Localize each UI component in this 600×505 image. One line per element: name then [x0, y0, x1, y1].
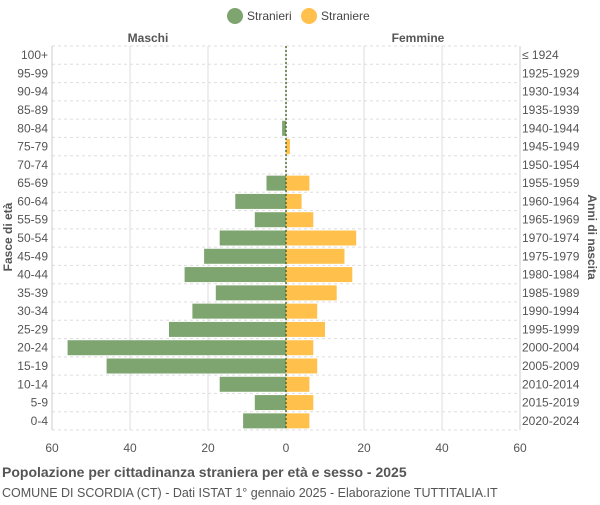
legend-label-stranieri: Stranieri — [247, 9, 292, 23]
birth-year-label: 1930-1934 — [522, 85, 580, 99]
birth-year-label: 1965-1969 — [522, 213, 580, 227]
bar-male — [106, 358, 286, 374]
bar-male — [192, 303, 286, 319]
chart-subtitle: COMUNE DI SCORDIA (CT) - Dati ISTAT 1° g… — [2, 486, 498, 500]
age-label: 10-14 — [17, 377, 48, 391]
birth-year-label: 1950-1954 — [522, 158, 580, 172]
bar-male — [254, 212, 286, 228]
legend-marker-stranieri — [227, 8, 243, 24]
birth-year-label: 1990-1994 — [522, 304, 580, 318]
bar-male — [184, 267, 286, 283]
birth-year-label: ≤ 1924 — [522, 48, 559, 62]
bar-male — [219, 376, 286, 392]
birth-year-label: 1940-1944 — [522, 121, 580, 135]
bar-male — [204, 248, 286, 264]
bar-male — [215, 285, 286, 301]
birth-year-label: 1985-1989 — [522, 286, 580, 300]
bar-female — [286, 395, 314, 411]
bar-female — [286, 193, 302, 209]
age-label: 35-39 — [17, 286, 48, 300]
bar-male — [67, 340, 286, 356]
bar-female — [286, 175, 310, 191]
bar-male — [282, 120, 286, 136]
bar-female — [286, 212, 314, 228]
age-label: 95-99 — [17, 66, 48, 80]
x-tick-label: 40 — [435, 441, 449, 455]
age-label: 85-89 — [17, 103, 48, 117]
age-label: 60-64 — [17, 194, 48, 208]
age-label: 55-59 — [17, 213, 48, 227]
age-label: 70-74 — [17, 158, 48, 172]
bar-male — [219, 230, 286, 246]
bar-male — [266, 175, 286, 191]
chart-title: Popolazione per cittadinanza straniera p… — [2, 464, 407, 480]
age-label: 50-54 — [17, 231, 48, 245]
birth-year-label: 1975-1979 — [522, 249, 580, 263]
bar-female — [286, 267, 353, 283]
bar-female — [286, 413, 310, 429]
legend-marker-straniere — [301, 8, 317, 24]
age-label: 0-4 — [31, 414, 49, 428]
bar-female — [286, 303, 318, 319]
right-header: Femmine — [392, 31, 445, 45]
birth-year-label: 1970-1974 — [522, 231, 580, 245]
birth-year-label: 2015-2019 — [522, 396, 580, 410]
bar-female — [286, 376, 310, 392]
birth-year-label: 2010-2014 — [522, 377, 580, 391]
bar-male — [243, 413, 286, 429]
x-tick-label: 60 — [45, 441, 59, 455]
birth-year-label: 1995-1999 — [522, 322, 580, 336]
bar-male — [235, 193, 286, 209]
age-label: 90-94 — [17, 85, 48, 99]
birth-year-label: 2005-2009 — [522, 359, 580, 373]
left-header: Maschi — [128, 31, 169, 45]
age-label: 5-9 — [31, 396, 49, 410]
age-label: 30-34 — [17, 304, 48, 318]
bar-female — [286, 285, 337, 301]
bar-female — [286, 248, 345, 264]
legend-label-straniere: Straniere — [321, 9, 370, 23]
age-label: 15-19 — [17, 359, 48, 373]
bar-female — [286, 358, 318, 374]
bar-female — [286, 340, 314, 356]
age-label: 75-79 — [17, 140, 48, 154]
age-label: 65-69 — [17, 176, 48, 190]
bar-male — [169, 321, 286, 337]
birth-year-label: 1980-1984 — [522, 268, 580, 282]
birth-year-label: 1955-1959 — [522, 176, 580, 190]
bar-female — [286, 230, 357, 246]
age-label: 40-44 — [17, 268, 48, 282]
age-label: 45-49 — [17, 249, 48, 263]
x-tick-label: 40 — [123, 441, 137, 455]
birth-year-label: 1945-1949 — [522, 140, 580, 154]
legend: Stranieri Straniere — [227, 8, 370, 24]
bar-female — [286, 321, 325, 337]
age-label: 20-24 — [17, 341, 48, 355]
x-tick-label: 60 — [513, 441, 527, 455]
birth-year-label: 1925-1929 — [522, 66, 580, 80]
bar-female — [286, 139, 290, 155]
birth-year-label: 1935-1939 — [522, 103, 580, 117]
y-axis-title-left: Fasce di età — [1, 202, 15, 271]
bar-male — [254, 395, 286, 411]
birth-year-label: 2000-2004 — [522, 341, 580, 355]
birth-year-label: 1960-1964 — [522, 194, 580, 208]
x-tick-label: 20 — [357, 441, 371, 455]
birth-year-label: 2020-2024 — [522, 414, 580, 428]
x-tick-label: 20 — [201, 441, 215, 455]
age-label: 25-29 — [17, 322, 48, 336]
x-tick-label: 0 — [283, 441, 290, 455]
age-label: 100+ — [21, 48, 48, 62]
y-axis-title-right: Anni di nascita — [585, 194, 599, 280]
age-label: 80-84 — [17, 121, 48, 135]
